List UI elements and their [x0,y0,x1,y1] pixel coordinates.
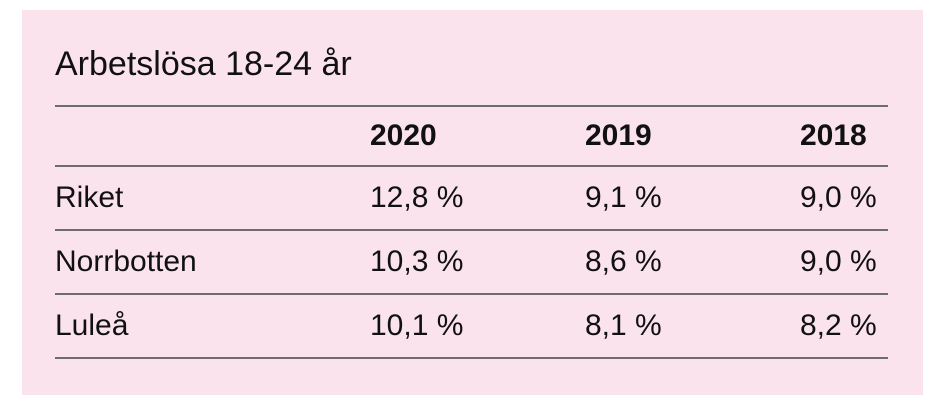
header-year-2019: 2019 [585,119,652,153]
table-row-lulea: Luleå 10,1 % 8,1 % 8,2 % [55,295,888,360]
row-label: Riket [55,181,124,215]
table-title: Arbetslösa 18-24 år [55,45,352,83]
cell-riket-2019: 9,1 % [585,181,662,215]
table-header-row: 2020 2019 2018 [55,105,888,168]
cell-norrbotten-2018: 9,0 % [800,245,877,279]
header-year-2018: 2018 [800,119,867,153]
cell-lulea-2018: 8,2 % [800,309,877,343]
cell-riket-2018: 9,0 % [800,181,877,215]
header-year-2020: 2020 [370,119,437,153]
stats-card: Arbetslösa 18-24 år 2020 2019 2018 Riket… [22,10,923,395]
cell-lulea-2019: 8,1 % [585,309,662,343]
cell-norrbotten-2020: 10,3 % [370,245,464,279]
row-label: Norrbotten [55,245,197,279]
cell-norrbotten-2019: 8,6 % [585,245,662,279]
stats-table: 2020 2019 2018 Riket 12,8 % 9,1 % 9,0 % … [55,105,888,360]
cell-riket-2020: 12,8 % [370,181,464,215]
table-row-riket: Riket 12,8 % 9,1 % 9,0 % [55,167,888,232]
table-row-norrbotten: Norrbotten 10,3 % 8,6 % 9,0 % [55,231,888,296]
row-label: Luleå [55,309,129,343]
cell-lulea-2020: 10,1 % [370,309,464,343]
